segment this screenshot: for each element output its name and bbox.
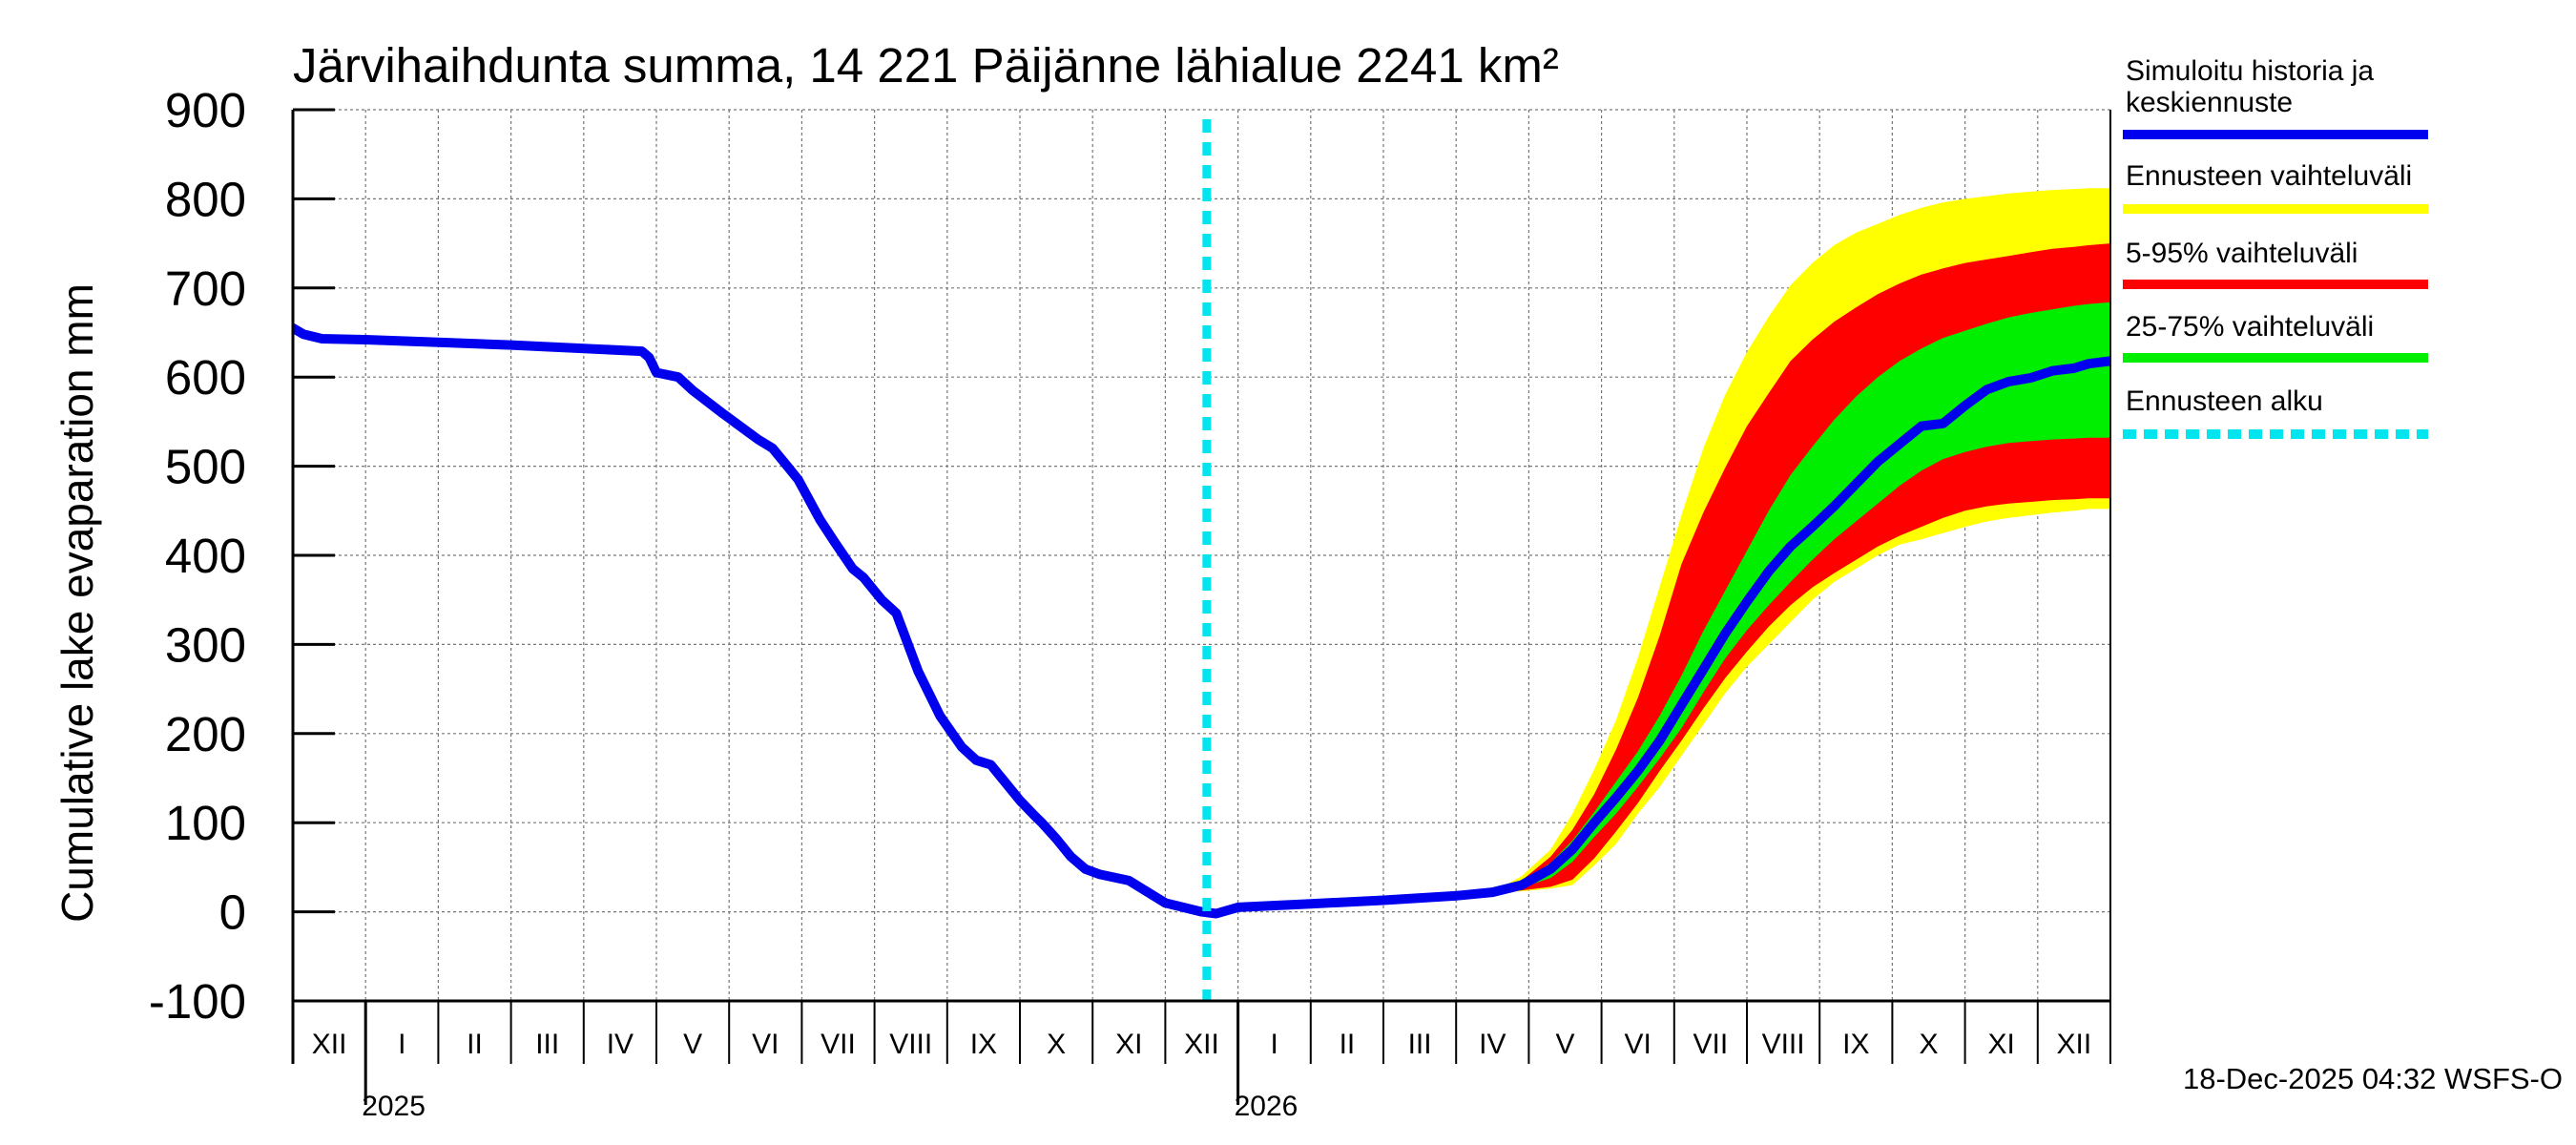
month-tick-label: X bbox=[1919, 1029, 1938, 1060]
month-tick-label: VIII bbox=[1762, 1029, 1805, 1060]
y-tick-label: 600 bbox=[165, 350, 246, 405]
y-tick-label: 900 bbox=[165, 83, 246, 137]
month-tick-label: VII bbox=[1693, 1029, 1729, 1060]
month-tick-label: XII bbox=[312, 1029, 347, 1060]
month-tick-label: VI bbox=[1625, 1029, 1652, 1060]
month-tick-label: III bbox=[1408, 1029, 1432, 1060]
month-tick-label: V bbox=[683, 1029, 702, 1060]
y-axis-label: Cumulative lake evaparation mm bbox=[52, 283, 102, 923]
y-tick-label: 400 bbox=[165, 529, 246, 583]
month-tick-label: IV bbox=[607, 1029, 634, 1060]
year-tick-label: 2026 bbox=[1235, 1091, 1298, 1122]
footer-timestamp: 18-Dec-2025 04:32 WSFS-O bbox=[2183, 1062, 2563, 1095]
month-tick-label: XII bbox=[1184, 1029, 1219, 1060]
axes bbox=[291, 108, 2111, 1105]
month-tick-label: I bbox=[398, 1029, 405, 1060]
month-tick-label: IX bbox=[970, 1029, 997, 1060]
legend-label: Ennusteen alku bbox=[2126, 385, 2323, 417]
year-tick-label: 2025 bbox=[362, 1091, 426, 1122]
y-tick-label: 100 bbox=[165, 796, 246, 850]
legend-label: Ennusteen vaihteluväli bbox=[2126, 160, 2412, 192]
month-tick-label: XI bbox=[1115, 1029, 1142, 1060]
month-tick-label: X bbox=[1047, 1029, 1066, 1060]
month-tick-label: IV bbox=[1479, 1029, 1506, 1060]
legend-label-2: keskiennuste bbox=[2126, 87, 2293, 118]
y-tick-label: 0 bbox=[219, 885, 246, 940]
month-tick-label: I bbox=[1271, 1029, 1278, 1060]
month-tick-label: II bbox=[1340, 1029, 1356, 1060]
band-25-75-vaihteluv-li bbox=[1492, 302, 2110, 893]
chart-title: Järvihaihdunta summa, 14 221 Päijänne lä… bbox=[293, 38, 1559, 93]
month-tick-label: VIII bbox=[889, 1029, 932, 1060]
y-tick-labels: -100 0 100 200 300 400 500 600 700 800 900 bbox=[149, 83, 246, 1029]
y-axis-label-group: Cumulative lake evaparation mm bbox=[52, 283, 102, 923]
y-tick-label: 800 bbox=[165, 172, 246, 226]
legend-label: Simuloitu historia ja bbox=[2126, 55, 2374, 87]
data-series bbox=[293, 323, 2110, 919]
month-tick-label: II bbox=[467, 1029, 483, 1060]
y-tick-label: 300 bbox=[165, 617, 246, 672]
y-tick-label: 700 bbox=[165, 261, 246, 316]
legend-label: 5-95% vaihteluväli bbox=[2126, 238, 2358, 269]
month-tick-label: VI bbox=[752, 1029, 779, 1060]
month-tick-label: XII bbox=[2057, 1029, 2092, 1060]
month-tick-label: V bbox=[1555, 1029, 1574, 1060]
y-tick-label: 200 bbox=[165, 707, 246, 761]
month-tick-label: VII bbox=[821, 1029, 856, 1060]
month-tick-label: IX bbox=[1842, 1029, 1869, 1060]
month-tick-label: XI bbox=[1988, 1029, 2015, 1060]
y-tick-label: 500 bbox=[165, 440, 246, 494]
x-tick-labels: XII I II III IV V VI VII VIII IX X XI XII I II III IV V VI… bbox=[312, 1029, 2091, 1122]
y-tick-label: -100 bbox=[149, 974, 246, 1029]
legend-label: 25-75% vaihteluväli bbox=[2126, 311, 2374, 343]
month-tick-label: III bbox=[535, 1029, 559, 1060]
series-line-mean bbox=[293, 323, 2110, 919]
